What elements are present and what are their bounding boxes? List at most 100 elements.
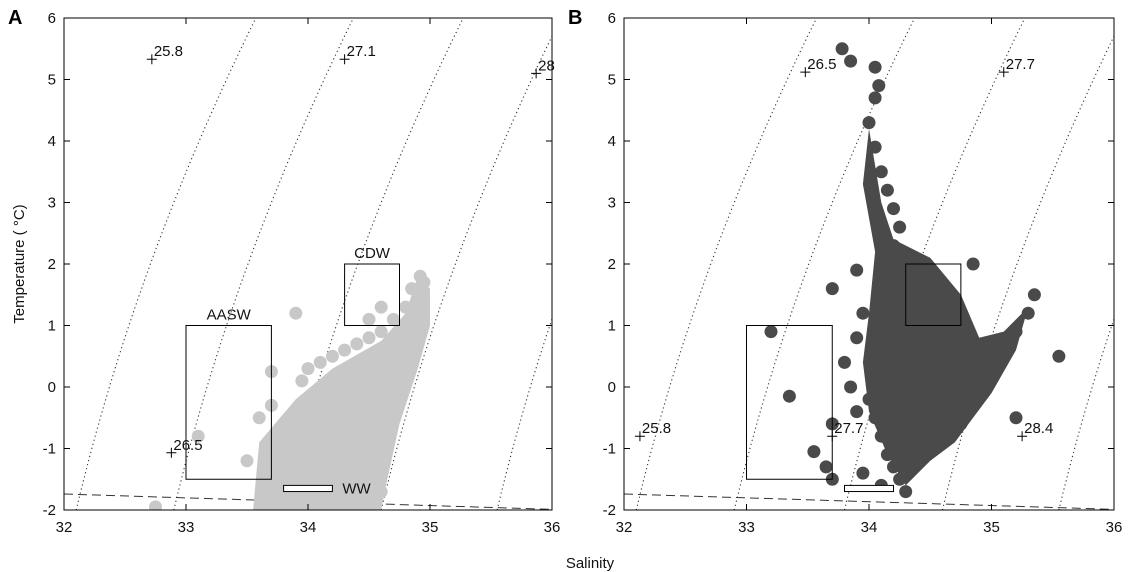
y-tick-label: -1	[603, 441, 616, 458]
data-point	[807, 445, 821, 459]
y-tick-label: 1	[48, 318, 56, 335]
y-tick-label: 4	[608, 133, 616, 150]
isopycnal-line	[380, 34, 552, 510]
data-point	[874, 165, 888, 179]
data-point	[240, 454, 254, 468]
y-tick-label: 6	[608, 10, 616, 27]
y-tick-label: 2	[608, 256, 616, 273]
y-axis-label: Temperature ( °C)	[11, 204, 28, 323]
data-point	[374, 325, 388, 339]
data-point	[374, 300, 388, 314]
data-point	[893, 220, 907, 234]
isopycnal-line	[173, 18, 354, 510]
data-point	[868, 91, 882, 105]
isopycnal-marker	[1017, 431, 1028, 442]
isopycnal-marker	[146, 54, 157, 65]
data-point	[1009, 411, 1023, 425]
y-tick-label: -1	[43, 441, 56, 458]
data-point	[887, 202, 900, 216]
data-point	[880, 183, 894, 197]
panel-letter: A	[8, 7, 22, 29]
isopycnal-line	[635, 18, 818, 510]
y-tick-label: 2	[48, 256, 56, 273]
data-point	[362, 312, 376, 326]
y-tick-label: 3	[48, 195, 56, 212]
water-mass-box	[344, 263, 401, 326]
isopycnal-marker	[827, 431, 838, 442]
panel-letter: B	[568, 7, 582, 29]
y-tick-label: 0	[48, 379, 56, 396]
water-mass-label: WW	[342, 481, 371, 498]
y-tick-label: 4	[48, 133, 56, 150]
isopycnal-marker	[531, 68, 542, 79]
data-point	[149, 500, 162, 510]
data-point	[782, 389, 796, 403]
isopycnal-label: 27.7	[1006, 56, 1035, 73]
data-point	[301, 362, 315, 376]
y-tick-label: 3	[608, 195, 616, 212]
water-mass-label: AASW	[207, 307, 252, 324]
y-tick-label: -2	[603, 502, 616, 519]
x-tick-label: 36	[544, 519, 561, 536]
plot-area	[624, 18, 1114, 510]
x-tick-label: 36	[1106, 519, 1123, 536]
x-tick-label: 35	[422, 519, 439, 536]
data-point	[386, 312, 400, 326]
data-point	[838, 355, 851, 369]
isopycnal-line	[1058, 317, 1114, 510]
isopycnal-line	[496, 317, 552, 510]
x-tick-label: 32	[56, 519, 73, 536]
data-point	[856, 306, 870, 320]
y-tick-label: 5	[608, 72, 616, 89]
data-point	[899, 485, 913, 499]
data-point	[872, 79, 886, 93]
isopycnal-label: 27.7	[834, 420, 863, 437]
data-point	[252, 411, 266, 425]
isopycnal-marker	[998, 67, 1009, 78]
data-point	[362, 331, 376, 345]
point-cloud	[253, 276, 430, 510]
water-mass-box	[746, 325, 833, 480]
isopycnal-marker	[339, 54, 350, 65]
isopycnal-label: 25.8	[642, 420, 671, 437]
isopycnal-marker	[166, 447, 177, 458]
data-point	[850, 405, 864, 419]
water-mass-box	[844, 484, 894, 493]
data-point	[844, 380, 858, 394]
data-point	[295, 374, 309, 388]
isopycnal-label: 26.5	[807, 56, 836, 73]
data-point	[856, 466, 870, 480]
data-point	[850, 331, 864, 345]
x-tick-label: 34	[300, 519, 317, 536]
data-point	[844, 54, 858, 68]
isopycnal-line	[733, 18, 916, 510]
data-point	[1052, 349, 1066, 363]
isopycnal-marker	[634, 431, 645, 442]
data-point	[325, 349, 339, 363]
panel-b: 26.5 27.725.8 27.7 28.432 33 34 35 36-2-1012345…	[568, 7, 1123, 536]
y-tick-label: 5	[48, 72, 56, 89]
isopycnal-label: 28.4	[1024, 420, 1053, 437]
isopycnal-label: 28	[538, 57, 555, 74]
point-cloud	[862, 128, 1029, 486]
data-point	[966, 257, 980, 271]
x-axis-label: Salinity	[566, 555, 615, 572]
data-point	[825, 282, 839, 296]
data-point	[819, 460, 833, 474]
isopycnal-label: 26.5	[173, 437, 202, 454]
data-point	[862, 116, 876, 130]
isopycnal-label: 27.1	[347, 43, 376, 60]
data-point	[850, 263, 864, 277]
data-point	[868, 60, 882, 74]
y-tick-label: 6	[48, 10, 56, 27]
data-point	[313, 355, 327, 369]
x-tick-label: 35	[983, 519, 1000, 536]
y-tick-label: -2	[43, 502, 56, 519]
x-tick-label: 33	[738, 519, 755, 536]
water-mass-box	[905, 263, 962, 326]
water-mass-box	[283, 484, 333, 493]
freezing-line	[624, 493, 1114, 510]
isopycnal-line	[75, 18, 257, 510]
